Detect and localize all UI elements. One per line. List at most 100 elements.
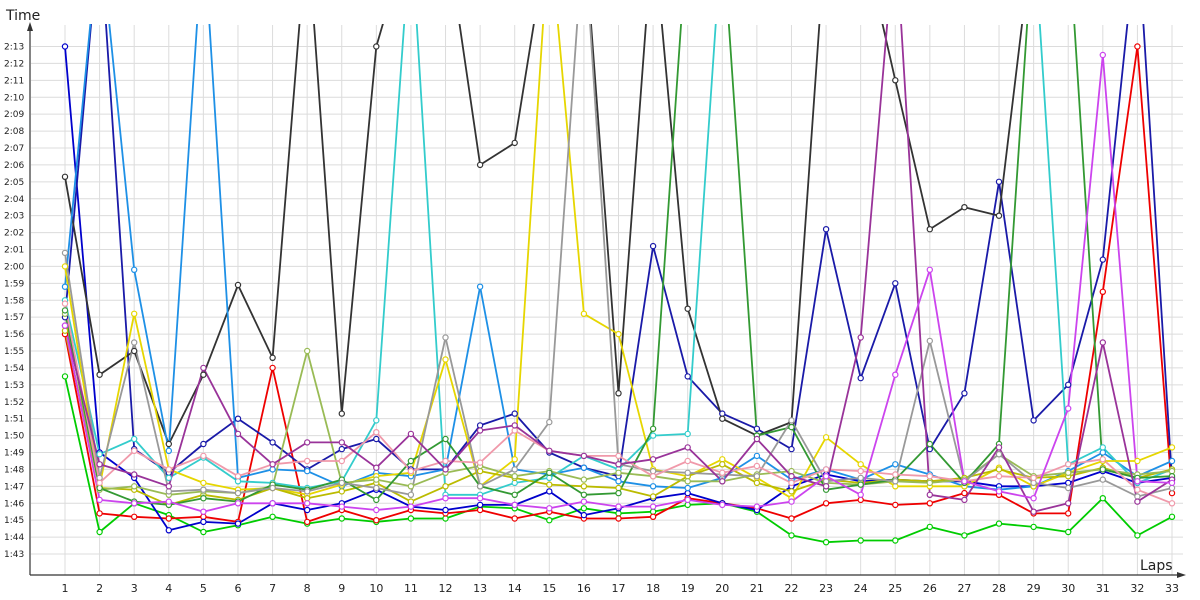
- data-point: [200, 513, 207, 521]
- data-point: [926, 500, 934, 507]
- data-point: [926, 473, 934, 480]
- data-point: [1099, 466, 1107, 473]
- data-point: [1099, 476, 1107, 483]
- data-point: [96, 461, 103, 468]
- data-point: [442, 515, 449, 522]
- data-point: [165, 474, 172, 482]
- x-tick-label: 7: [269, 582, 276, 595]
- data-point: [1030, 474, 1037, 482]
- data-point: [407, 503, 415, 510]
- data-point: [165, 466, 172, 473]
- data-point: [788, 479, 795, 487]
- data-point: [580, 511, 588, 519]
- data-point: [753, 425, 761, 432]
- data-point: [407, 515, 415, 522]
- y-tick-label: 1:52: [4, 398, 24, 408]
- data-point: [442, 483, 449, 490]
- data-point: [961, 489, 968, 497]
- data-point: [442, 506, 449, 514]
- data-point: [130, 483, 138, 490]
- data-point: [822, 500, 830, 507]
- data-point: [338, 479, 345, 487]
- data-point: [546, 517, 553, 524]
- data-point: [476, 483, 484, 490]
- data-point: [615, 515, 622, 522]
- data-point: [1134, 43, 1141, 50]
- data-point: [753, 452, 761, 460]
- data-point: [61, 322, 69, 329]
- data-point: [857, 491, 864, 498]
- x-tick-label: 13: [473, 582, 487, 595]
- data-point: [546, 474, 553, 482]
- y-tick-label: 1:51: [4, 415, 24, 425]
- x-tick-label: 30: [1061, 582, 1075, 595]
- x-tick-label: 33: [1165, 582, 1179, 595]
- y-tick-label: 1:50: [4, 432, 24, 442]
- data-point: [1099, 288, 1107, 295]
- data-point: [338, 410, 345, 417]
- data-point: [615, 489, 622, 497]
- data-point: [615, 390, 622, 397]
- data-point: [580, 491, 588, 498]
- x-tick-label: 15: [542, 582, 556, 595]
- data-point: [96, 479, 103, 487]
- data-point: [200, 518, 207, 526]
- data-point: [822, 539, 830, 546]
- data-point: [1134, 493, 1141, 500]
- y-tick-label: 2:03: [4, 212, 24, 222]
- data-point: [753, 503, 761, 510]
- data-point: [926, 266, 934, 273]
- data-point: [546, 418, 553, 426]
- data-point: [338, 488, 345, 495]
- data-point: [684, 457, 691, 465]
- data-point: [995, 473, 1003, 480]
- y-tick-label: 2:11: [4, 76, 24, 86]
- data-point: [615, 503, 622, 510]
- data-point: [304, 457, 311, 465]
- data-point: [1030, 523, 1037, 531]
- data-point: [649, 425, 657, 432]
- data-point: [269, 500, 276, 507]
- y-tick-label: 1:43: [4, 550, 24, 560]
- data-point: [580, 464, 588, 471]
- data-point: [304, 500, 311, 507]
- data-point: [684, 496, 691, 504]
- x-tick-label: 6: [234, 582, 241, 595]
- data-point: [788, 515, 795, 522]
- data-point: [61, 173, 69, 180]
- y-tick-label: 2:01: [4, 246, 24, 256]
- data-point: [442, 334, 449, 341]
- data-point: [649, 483, 657, 490]
- data-point: [304, 488, 311, 495]
- x-tick-label: 12: [439, 582, 453, 595]
- data-point: [615, 478, 622, 485]
- data-point: [546, 469, 553, 476]
- data-point: [442, 435, 449, 443]
- data-point: [892, 478, 899, 485]
- data-point: [234, 500, 242, 507]
- x-tick-label: 1: [62, 582, 69, 595]
- data-point: [1168, 489, 1176, 497]
- data-point: [649, 456, 657, 463]
- data-point: [476, 459, 484, 466]
- x-tick-label: 11: [404, 582, 418, 595]
- data-point: [338, 515, 345, 522]
- data-point: [788, 423, 795, 431]
- data-point: [96, 371, 103, 378]
- data-point: [857, 537, 864, 544]
- x-tick-label: 29: [1027, 582, 1041, 595]
- data-point: [130, 339, 138, 346]
- data-point: [892, 280, 899, 287]
- y-tick-label: 2:00: [4, 262, 24, 272]
- data-point: [476, 427, 484, 434]
- x-tick-label: 28: [992, 582, 1006, 595]
- data-point: [1099, 256, 1107, 263]
- data-point: [96, 528, 103, 536]
- x-tick-label: 2: [96, 582, 103, 595]
- data-point: [476, 283, 484, 290]
- data-point: [926, 445, 934, 453]
- data-point: [822, 466, 830, 473]
- data-point: [649, 432, 657, 439]
- data-point: [961, 478, 968, 485]
